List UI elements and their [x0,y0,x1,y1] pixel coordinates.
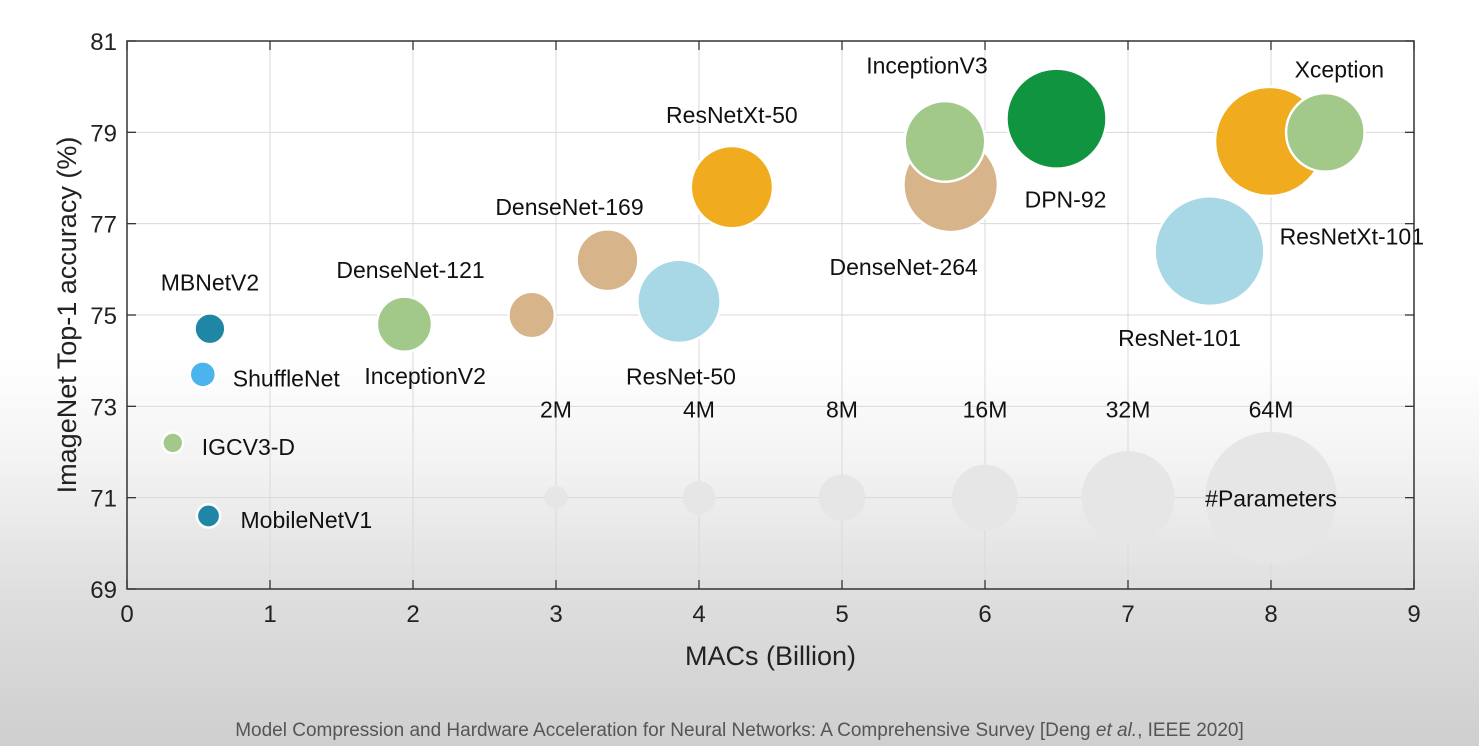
y-tick-label: 71 [90,486,117,513]
legend-size-label: 2M [540,396,572,422]
legend-size-bubble [544,486,568,510]
label-densenet-169: DenseNet-169 [495,194,643,220]
y-tick-label: 69 [90,577,117,604]
legend-size-label: 64M [1249,396,1294,422]
label-shufflenet: ShuffleNet [233,365,341,391]
label-igcv3-d: IGCV3-D [202,434,295,460]
y-tick-label: 77 [90,212,117,239]
legend-size-bubble [818,474,866,521]
x-tick-label: 7 [1121,601,1134,628]
label-mobilenetv1: MobileNetV1 [241,507,373,533]
bubble-densenet-169 [575,228,640,293]
bubble-inceptionv2 [375,295,434,353]
x-tick-label: 1 [263,601,276,628]
y-tick-label: 75 [90,303,117,330]
bubble-mobilenetv1 [195,503,222,529]
x-tick-label: 0 [120,601,133,628]
x-tick-label: 6 [978,601,991,628]
label-resnet-101: ResNet-101 [1118,325,1241,351]
label-mbnetv2: MBNetV2 [161,270,259,296]
bubble-resnet-101 [1153,194,1266,308]
y-tick-label: 79 [90,120,117,147]
axes-ticks: 0 1 2 3 4 5 6 7 8 9 69 71 73 75 77 79 81 [90,29,1420,628]
legend-size-label: 4M [683,396,715,422]
figure-caption: Model Compression and Hardware Accelerat… [0,720,1479,742]
x-tick-label: 5 [835,601,848,628]
x-tick-label: 2 [406,601,419,628]
bubble-mbnetv2 [193,312,227,346]
bubble-resnet-50 [636,258,722,345]
label-inceptionv3: InceptionV3 [866,52,987,78]
legend-title: #Parameters [1205,486,1337,512]
model-bubbles [161,67,1366,529]
x-tick-label: 9 [1407,601,1420,628]
caption-suffix: , IEEE 2020] [1137,720,1244,741]
label-dpn-92: DPN-92 [1025,187,1107,213]
model-labels: MBNetV2 ShuffleNet IGCV3-D MobileNetV1 Incep… [161,52,1424,532]
label-xception: Xception [1295,56,1385,82]
bubble-densenet-121 [507,290,557,340]
y-axis-label: ImageNet Top-1 accuracy (%) [52,137,82,494]
caption-italic: et al. [1095,720,1138,741]
label-densenet-121: DenseNet-121 [336,257,484,283]
legend-size-bubble [682,481,716,515]
bubble-shufflenet [188,360,218,389]
y-tick-label: 81 [90,29,117,56]
parameter-size-legend: 2M 4M 8M 16M 32M 64M #Parameters [540,396,1337,564]
bubble-inceptionv3 [903,99,987,184]
legend-size-label: 8M [826,396,858,422]
label-inceptionv2: InceptionV2 [364,363,485,389]
label-resnetxt-101: ResNetXt-101 [1280,223,1424,249]
label-resnet-50: ResNet-50 [626,363,736,389]
legend-size-label: 32M [1106,396,1151,422]
bubble-xception [1284,91,1366,173]
legend-size-bubble [1081,451,1175,545]
bubble-dpn-92 [1005,67,1108,170]
bubble-resnetxt-50 [689,144,775,230]
caption-text: Model Compression and Hardware Accelerat… [235,720,1096,741]
x-tick-label: 3 [549,601,562,628]
bubble-igcv3-d [161,431,185,455]
x-tick-label: 8 [1264,601,1277,628]
label-densenet-264: DenseNet-264 [830,254,979,280]
legend-size-label: 16M [963,396,1008,422]
x-axis-label: MACs (Billion) [685,641,856,671]
label-resnetxt-50: ResNetXt-50 [666,102,798,128]
y-tick-label: 73 [90,394,117,421]
legend-size-bubble [952,464,1018,531]
legend-size-bubble [1205,431,1337,564]
x-tick-label: 4 [692,601,705,628]
